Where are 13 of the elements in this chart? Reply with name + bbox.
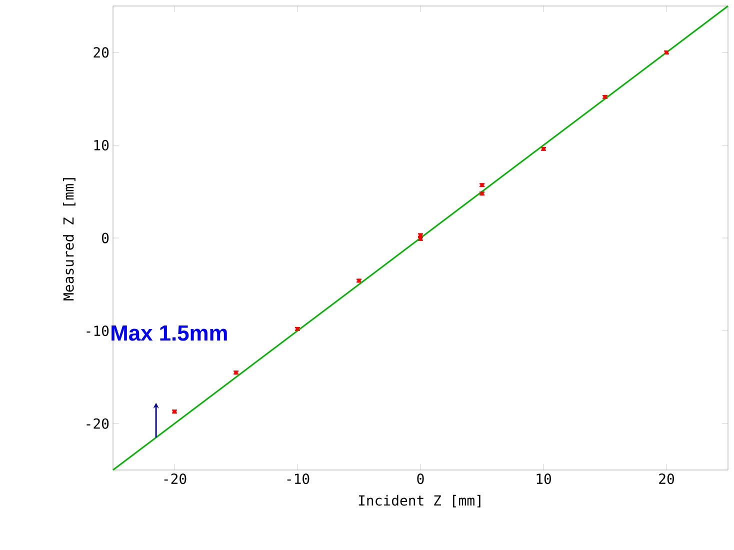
y-tick-label: 20 xyxy=(94,47,109,58)
x-tick-label: 20 xyxy=(659,474,674,484)
x-tick-label: -20 xyxy=(164,474,186,484)
y-tick-label: 0 xyxy=(102,232,109,244)
y-tick-label: -20 xyxy=(86,418,109,429)
y-axis-title: Measured Z [mm] xyxy=(63,178,76,300)
x-axis-title: Incident Z [mm] xyxy=(358,494,480,508)
x-tick-label: 0 xyxy=(417,474,424,484)
x-tick-label: -10 xyxy=(287,474,310,484)
y-tick-label: 10 xyxy=(94,140,109,150)
y-tick-label: -10 xyxy=(86,326,109,336)
annotation: Max 1.5mm xyxy=(112,325,227,341)
x-tick-label: 10 xyxy=(536,474,552,484)
